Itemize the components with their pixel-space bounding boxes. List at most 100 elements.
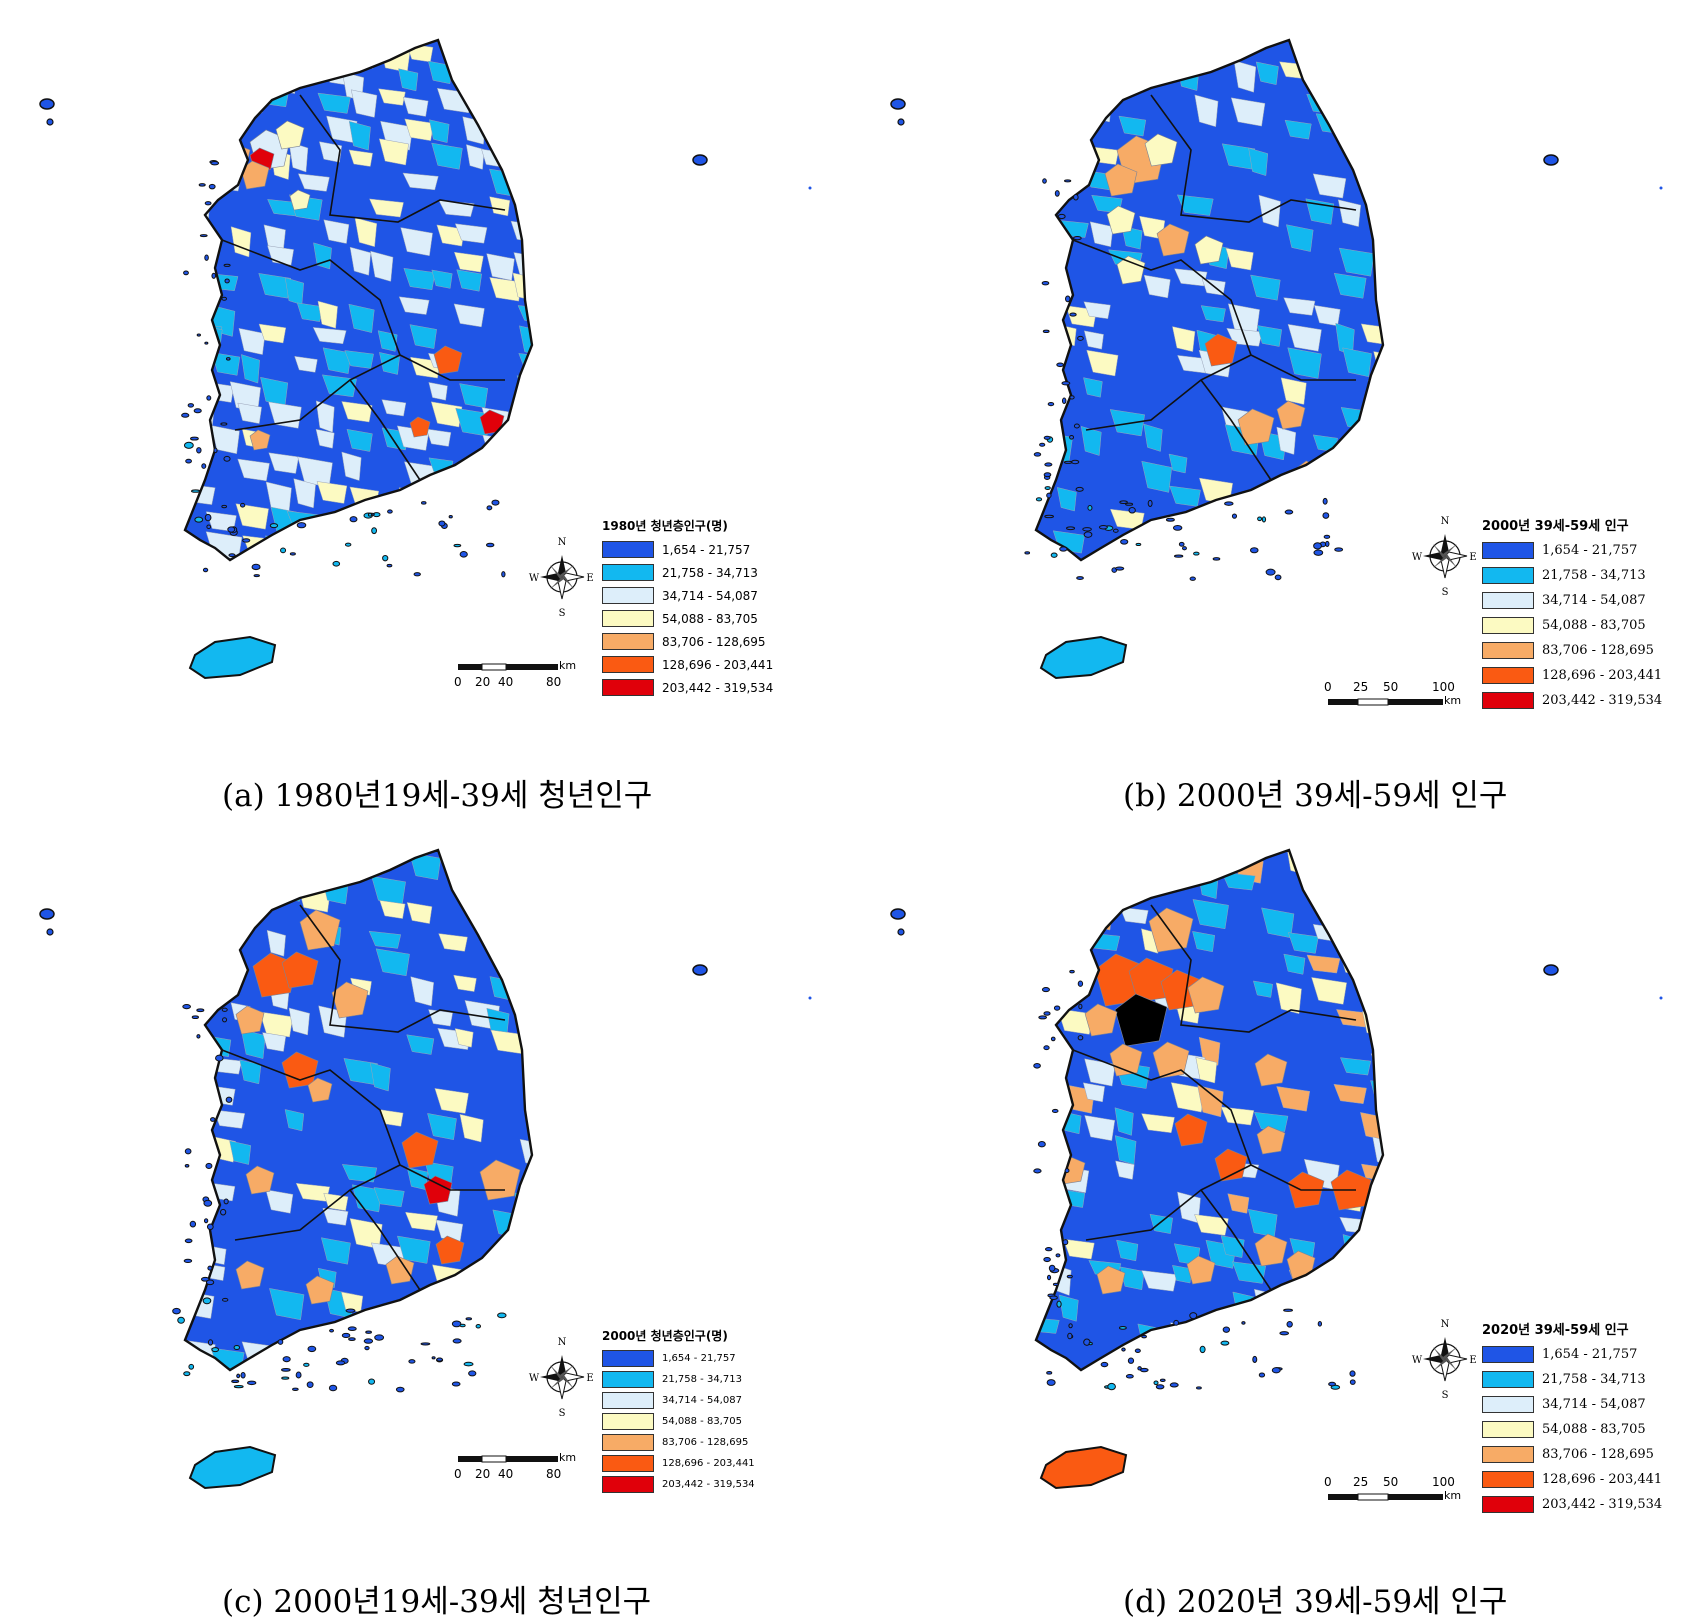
scale-bar: km 0 20 40 80: [454, 659, 578, 702]
legend-label: 54,088 - 83,705: [1542, 1422, 1646, 1437]
legend-title: 2000년 청년층인구(명): [602, 1329, 728, 1343]
svg-text:E: E: [1469, 1355, 1476, 1366]
scale-tick: 40: [498, 1467, 514, 1481]
caption-d: (d) 2020년 39세-59세 인구: [1123, 1584, 1508, 1620]
scale-bar: 0 25 50 100 km: [1324, 680, 1488, 720]
legend-label: 54,088 - 83,705: [1542, 618, 1646, 633]
svg-text:E: E: [1469, 552, 1476, 563]
svg-text:S: S: [559, 1408, 566, 1417]
legend-swatch: [1482, 1371, 1534, 1388]
scale-unit: km: [1444, 694, 1462, 707]
compass-icon: N S E W: [527, 1337, 597, 1419]
legend-b: 2000년 39세-59세 인구 1,654 - 21,757 21,758 -…: [1482, 515, 1662, 713]
legend-item: 34,714 - 54,087: [1482, 1392, 1662, 1417]
legend-item: 1,654 - 21,757: [1482, 1342, 1662, 1367]
svg-text:W: W: [529, 1373, 540, 1384]
legend-item: 54,088 - 83,705: [1482, 1417, 1662, 1442]
legend-label: 128,696 - 203,441: [1542, 1472, 1663, 1487]
legend-item: 128,696 - 203,441: [602, 1453, 755, 1474]
legend-swatch: [1482, 1396, 1534, 1413]
caption-c: (c) 2000년19세-39세 청년인구: [222, 1584, 652, 1620]
legend-item: 21,758 - 34,713: [602, 1369, 755, 1390]
legend-label: 128,696 - 203,441: [1542, 668, 1663, 683]
legend-swatch: [1482, 567, 1534, 584]
scale-tick: 50: [1383, 680, 1399, 694]
legend-label: 1,654 - 21,757: [662, 542, 751, 557]
legend-swatch: [602, 656, 654, 673]
legend-swatch: [1482, 642, 1534, 659]
panel-c: N S E W 2000년 청년층인구(명) 1,654 - 21,757 21…: [0, 810, 851, 1621]
legend-swatch: [1482, 1421, 1534, 1438]
scale-tick: 80: [546, 675, 562, 689]
svg-text:N: N: [1441, 516, 1450, 527]
panel-a: N S E W 1980년 청년층인구(명) 1,654 - 21,757 21…: [0, 0, 851, 814]
legend-item: 1,654 - 21,757: [602, 538, 773, 561]
legend-swatch: [1482, 667, 1534, 684]
legend-swatch: [602, 1350, 654, 1367]
svg-text:N: N: [558, 537, 567, 548]
caption-b: (b) 2000년 39세-59세 인구: [1123, 778, 1508, 814]
scale-unit: km: [559, 1451, 577, 1464]
legend-swatch: [1482, 692, 1534, 709]
scale-bar: km 0 20 40 80: [454, 1451, 578, 1494]
scale-tick: 100: [1432, 1475, 1455, 1489]
scale-tick: 0: [454, 1467, 462, 1481]
legend-swatch: [602, 1413, 654, 1430]
legend-d: 2020년 39세-59세 인구 1,654 - 21,757 21,758 -…: [1482, 1319, 1662, 1517]
scale-tick: 20: [475, 1467, 491, 1481]
scale-tick: 40: [498, 675, 514, 689]
legend-item: 128,696 - 203,441: [602, 653, 773, 676]
panel-d: N S E W 2020년 39세-59세 인구 1,654 - 21,757 …: [851, 810, 1702, 1621]
panel-b: N S E W 2000년 39세-59세 인구 1,654 - 21,757 …: [851, 0, 1702, 814]
legend-swatch: [1482, 542, 1534, 559]
legend-label: 1,654 - 21,757: [1542, 543, 1638, 558]
svg-text:E: E: [586, 573, 593, 584]
legend-label: 34,714 - 54,087: [662, 1395, 742, 1406]
legend-label: 1,654 - 21,757: [1542, 1347, 1638, 1362]
legend-item: 54,088 - 83,705: [602, 607, 773, 630]
legend-item: 128,696 - 203,441: [1482, 1467, 1662, 1492]
legend-item: 54,088 - 83,705: [1482, 613, 1662, 638]
caption-a: (a) 1980년19세-39세 청년인구: [222, 778, 653, 814]
legend-item: 83,706 - 128,695: [1482, 638, 1662, 663]
svg-text:S: S: [1442, 587, 1449, 596]
scale-tick: 50: [1383, 1475, 1399, 1489]
svg-text:N: N: [1441, 1319, 1450, 1330]
legend-item: 203,442 - 319,534: [602, 676, 773, 699]
legend-label: 54,088 - 83,705: [662, 611, 758, 626]
legend-a: 1980년 청년층인구(명) 1,654 - 21,757 21,758 - 3…: [602, 517, 773, 699]
scale-unit: km: [559, 659, 577, 672]
legend-label: 203,442 - 319,534: [662, 1479, 755, 1490]
scale-unit: km: [1444, 1489, 1462, 1502]
legend-title: 1980년 청년층인구(명): [602, 519, 728, 533]
legend-item: 21,758 - 34,713: [602, 561, 773, 584]
legend-swatch: [602, 564, 654, 581]
legend-c: 2000년 청년층인구(명) 1,654 - 21,757 21,758 - 3…: [602, 1327, 755, 1495]
legend-item: 128,696 - 203,441: [1482, 663, 1662, 688]
svg-text:W: W: [1412, 1355, 1423, 1366]
svg-text:W: W: [1412, 552, 1423, 563]
legend-label: 203,442 - 319,534: [1542, 693, 1663, 708]
legend-label: 21,758 - 34,713: [1542, 1372, 1646, 1387]
scale-tick: 0: [454, 675, 462, 689]
compass-icon: N S E W: [527, 537, 597, 619]
svg-text:E: E: [586, 1373, 593, 1384]
legend-label: 21,758 - 34,713: [662, 565, 758, 580]
legend-swatch: [1482, 1471, 1534, 1488]
legend-swatch: [602, 1371, 654, 1388]
legend-swatch: [602, 679, 654, 696]
legend-label: 203,442 - 319,534: [1542, 1497, 1663, 1512]
scale-bar: 0 25 50 100 km: [1324, 1475, 1488, 1515]
legend-item: 21,758 - 34,713: [1482, 1367, 1662, 1392]
compass-icon: N S E W: [1410, 516, 1480, 598]
legend-item: 34,714 - 54,087: [602, 584, 773, 607]
legend-label: 21,758 - 34,713: [662, 1374, 742, 1385]
legend-label: 54,088 - 83,705: [662, 1416, 742, 1427]
scale-tick: 0: [1324, 680, 1332, 694]
legend-label: 83,706 - 128,695: [662, 634, 766, 649]
legend-item: 34,714 - 54,087: [602, 1390, 755, 1411]
legend-swatch: [602, 1434, 654, 1451]
scale-tick: 80: [546, 1467, 562, 1481]
legend-swatch: [1482, 1346, 1534, 1363]
legend-swatch: [1482, 1446, 1534, 1463]
